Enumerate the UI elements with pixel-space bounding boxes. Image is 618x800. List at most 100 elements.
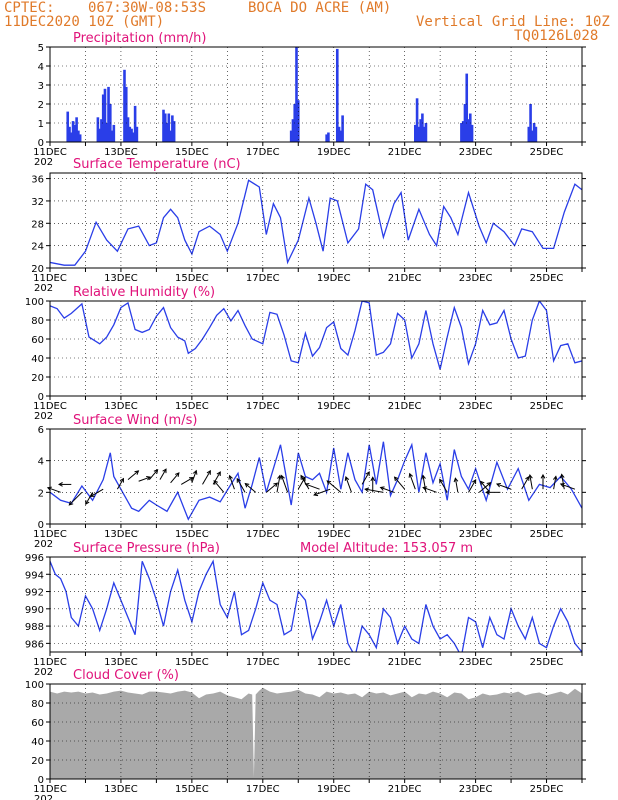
precip-bar <box>421 113 424 142</box>
precip-xtick-label: 11DEC <box>33 147 67 158</box>
pres-note: Model Altitude: 153.057 m <box>300 541 473 556</box>
precip-panel <box>46 46 586 146</box>
precip-bar <box>296 100 300 142</box>
temp-ytick-label: 28 <box>31 219 44 230</box>
header-coords: 067:30W-08:53S <box>88 0 207 16</box>
wind-arrow-head <box>119 477 125 483</box>
temp-title: Surface Temperature (nC) <box>73 157 241 172</box>
cloud-xtick-label: 25DEC <box>530 784 564 795</box>
temp-ytick-label: 32 <box>31 197 44 208</box>
wind-arrow-head <box>313 491 319 497</box>
wind-arrow <box>127 470 139 481</box>
wind-arrow <box>454 478 459 493</box>
cloud-xtick-label: 19DEC <box>317 784 351 795</box>
precip-bar <box>110 130 114 142</box>
wind-arrow <box>560 483 576 490</box>
pres-xtick-label: 23DEC <box>459 657 493 668</box>
wind-arrow-head <box>559 482 565 488</box>
cloud-xtick-label: 15DEC <box>175 784 209 795</box>
wind-arrow <box>439 479 448 493</box>
wind-arrow-head <box>495 482 502 488</box>
rh-frame <box>49 300 583 397</box>
wind-ytick-label: 2 <box>38 488 44 499</box>
rh-ytick-label: 40 <box>31 354 44 365</box>
precip-bar <box>71 121 75 142</box>
wind-arrow <box>529 474 533 490</box>
cloud-xtick-label: 23DEC <box>459 784 493 795</box>
precip-ytick-label: 1 <box>38 119 44 130</box>
precip-bar <box>96 117 100 142</box>
wind-arrow <box>202 470 211 485</box>
wind-arrow <box>409 473 416 490</box>
wind-arrow-head <box>68 500 74 506</box>
precip-bar <box>465 73 469 142</box>
wind-arrow-head <box>228 474 233 480</box>
wind-arrow-head <box>206 469 211 475</box>
precip-year-label: 202 <box>34 157 53 168</box>
precip-bar <box>75 117 78 142</box>
precip-bar <box>77 130 80 142</box>
precip-bar <box>101 94 105 142</box>
rh-xtick-label: 13DEC <box>104 401 138 412</box>
precip-bar <box>172 121 176 142</box>
header-location: BOCA DO ACRE (AM) <box>248 0 392 16</box>
wind-xtick-label: 23DEC <box>459 529 493 540</box>
wind-arrow-head <box>408 472 414 478</box>
wind-arrow <box>496 483 512 490</box>
wind-arrow-head <box>471 479 477 484</box>
temp-xtick-label: 15DEC <box>175 273 209 284</box>
precip-frame <box>49 46 583 143</box>
wind-arrow <box>561 474 565 490</box>
pres-ytick-label: 992 <box>25 588 44 599</box>
wind-xtick-label: 11DEC <box>33 529 67 540</box>
precip-bar <box>132 132 135 142</box>
wind-arrow-head <box>559 473 565 479</box>
precip-bar <box>337 126 341 142</box>
wind-arrow <box>180 477 194 485</box>
wind-arrow-head <box>393 476 399 482</box>
cloud-year-label: 202 <box>34 794 53 800</box>
precip-bar <box>112 124 116 142</box>
wind-panel <box>46 428 586 528</box>
precip-bar <box>289 130 293 142</box>
precip-xtick-label: 17DEC <box>246 147 280 158</box>
precip-bar <box>460 123 463 142</box>
wind-arrow-head <box>304 482 310 488</box>
rh-title: Relative Humidity (%) <box>73 285 215 300</box>
header-run: 11DEC2020 10Z (GMT) <box>4 14 165 30</box>
precip-bar <box>100 119 103 142</box>
temp-panel <box>46 172 586 272</box>
wind-arrow-head <box>146 475 152 481</box>
precip-bar <box>461 121 465 142</box>
precip-bar <box>295 47 298 142</box>
wind-arrow <box>229 475 235 490</box>
temp-series-line <box>50 179 582 266</box>
wind-arrow-head <box>364 487 370 493</box>
cloud-frame <box>49 683 583 780</box>
temp-xtick-label: 19DEC <box>317 273 351 284</box>
cloud-panel <box>46 683 586 783</box>
rh-year-label: 202 <box>34 411 53 422</box>
wind-arrow-head <box>58 482 63 487</box>
pres-title: Surface Pressure (hPa) <box>73 541 220 556</box>
wind-arrow-head <box>485 489 490 495</box>
wind-arrow <box>138 476 151 482</box>
precip-bar <box>467 119 470 142</box>
precip-bar <box>341 115 344 142</box>
temp-ytick-label: 36 <box>31 175 44 186</box>
wind-arrow <box>365 488 384 493</box>
wind-arrow-head <box>134 470 140 475</box>
precip-bar <box>531 130 534 142</box>
wind-arrow-head <box>213 480 219 485</box>
precip-bar <box>68 126 71 142</box>
rh-ytick-label: 0 <box>38 392 44 403</box>
wind-arrow-head <box>326 480 332 485</box>
pres-frame <box>49 556 583 653</box>
wind-arrow <box>394 476 406 490</box>
wind-arrow <box>281 475 289 493</box>
precip-bar <box>424 123 428 142</box>
precip-bar <box>133 105 137 142</box>
wind-arrow <box>266 482 278 493</box>
wind-arrow <box>68 491 83 506</box>
temp-year-label: 202 <box>34 283 53 294</box>
